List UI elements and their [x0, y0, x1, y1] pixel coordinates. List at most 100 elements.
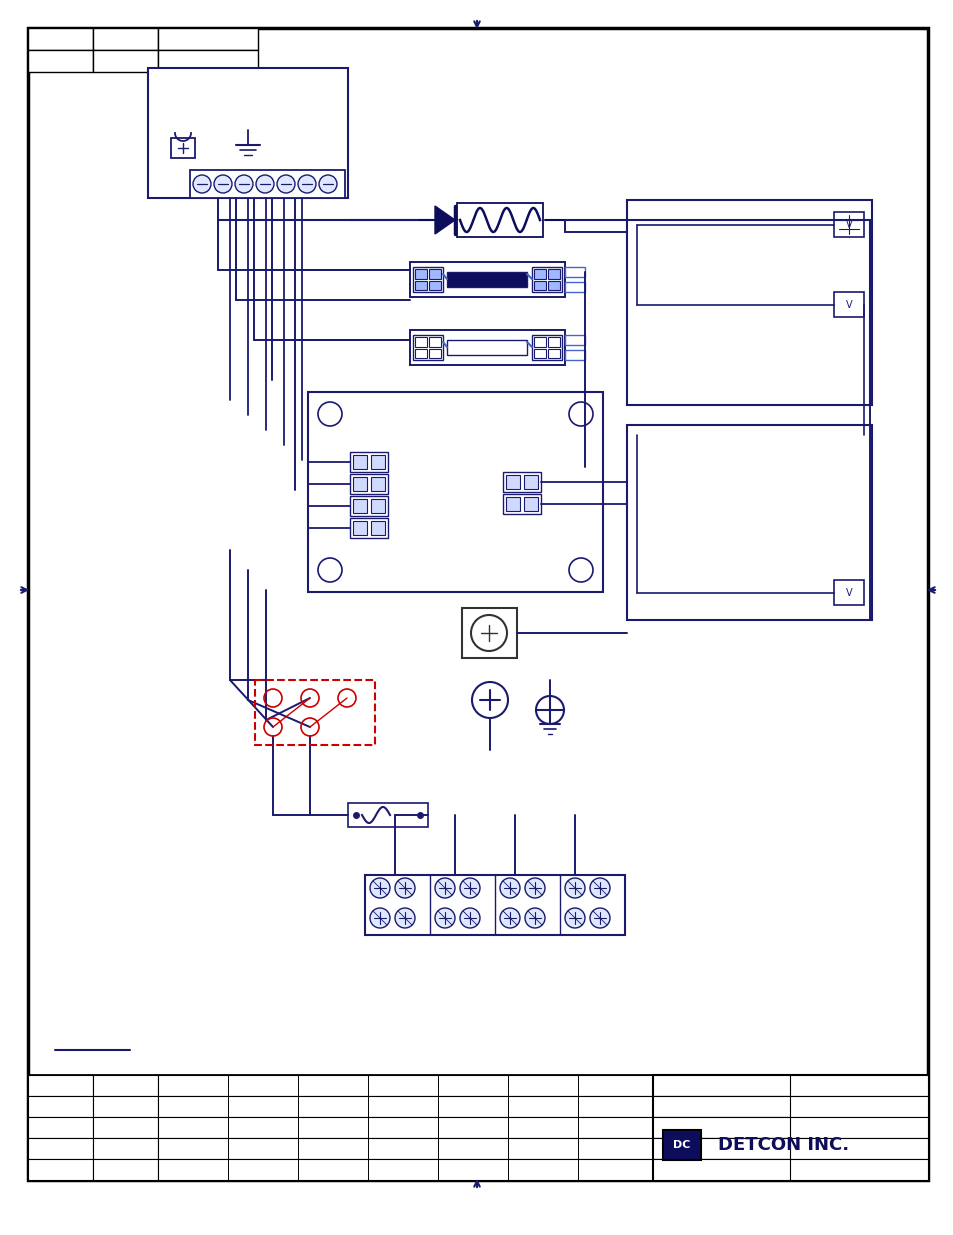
Bar: [532, 335, 561, 359]
Circle shape: [276, 175, 294, 193]
Bar: [350, 496, 388, 516]
Bar: [190, 170, 345, 198]
Circle shape: [318, 175, 336, 193]
Bar: [92, 1137, 158, 1158]
Bar: [158, 1116, 652, 1137]
Bar: [28, 28, 92, 49]
Bar: [833, 580, 863, 605]
Bar: [158, 1137, 652, 1158]
Bar: [534, 269, 545, 279]
Bar: [415, 282, 427, 290]
Bar: [534, 350, 545, 358]
Bar: [547, 282, 559, 290]
Circle shape: [589, 878, 609, 898]
Bar: [353, 454, 367, 469]
Bar: [254, 680, 375, 745]
Bar: [461, 608, 517, 658]
Bar: [523, 496, 537, 511]
Bar: [652, 1074, 927, 1179]
Bar: [652, 1095, 927, 1116]
Bar: [371, 499, 385, 513]
Circle shape: [297, 175, 315, 193]
Bar: [833, 212, 863, 237]
Circle shape: [435, 908, 455, 927]
Bar: [652, 1116, 789, 1137]
Bar: [502, 472, 540, 492]
Circle shape: [499, 878, 519, 898]
Bar: [92, 1116, 158, 1137]
Circle shape: [370, 878, 390, 898]
Bar: [92, 28, 158, 49]
Bar: [28, 1074, 92, 1095]
Bar: [626, 425, 871, 620]
Bar: [28, 49, 92, 72]
Bar: [413, 335, 442, 359]
Circle shape: [568, 403, 593, 426]
Bar: [158, 1095, 652, 1116]
Bar: [652, 1158, 789, 1179]
Bar: [547, 269, 559, 279]
Bar: [28, 1074, 927, 1179]
Bar: [534, 282, 545, 290]
Text: DC: DC: [673, 1140, 690, 1150]
Text: V: V: [844, 300, 851, 310]
Bar: [92, 49, 158, 72]
Bar: [28, 1137, 92, 1158]
Bar: [502, 494, 540, 514]
Bar: [833, 291, 863, 317]
Bar: [158, 1074, 652, 1095]
Bar: [171, 138, 194, 158]
Bar: [353, 499, 367, 513]
Bar: [532, 267, 561, 291]
Circle shape: [564, 908, 584, 927]
Bar: [564, 267, 584, 277]
Bar: [547, 337, 559, 347]
Bar: [652, 1095, 789, 1116]
Circle shape: [459, 908, 479, 927]
Bar: [365, 876, 624, 935]
Bar: [564, 350, 584, 359]
Circle shape: [568, 558, 593, 582]
Bar: [447, 340, 526, 354]
Circle shape: [234, 175, 253, 193]
Bar: [429, 350, 440, 358]
Bar: [28, 1116, 92, 1137]
Circle shape: [472, 682, 507, 718]
Bar: [652, 1074, 789, 1179]
Bar: [348, 803, 428, 827]
Bar: [158, 28, 257, 49]
Circle shape: [370, 908, 390, 927]
Bar: [652, 1074, 927, 1095]
Circle shape: [564, 878, 584, 898]
Bar: [350, 452, 388, 472]
Circle shape: [395, 878, 415, 898]
Polygon shape: [435, 206, 455, 233]
Bar: [456, 203, 542, 237]
Bar: [92, 1074, 158, 1095]
Bar: [92, 1095, 158, 1116]
Bar: [564, 335, 584, 345]
Circle shape: [317, 403, 341, 426]
Bar: [429, 269, 440, 279]
Bar: [371, 477, 385, 492]
Circle shape: [589, 908, 609, 927]
Bar: [652, 1116, 927, 1137]
Bar: [353, 521, 367, 535]
Bar: [350, 517, 388, 538]
Circle shape: [524, 878, 544, 898]
Circle shape: [499, 908, 519, 927]
Bar: [413, 267, 442, 291]
Bar: [662, 1130, 700, 1160]
Bar: [652, 1158, 927, 1179]
Bar: [447, 272, 526, 287]
Circle shape: [255, 175, 274, 193]
Bar: [534, 337, 545, 347]
Bar: [148, 68, 348, 198]
Bar: [429, 282, 440, 290]
Bar: [429, 337, 440, 347]
Bar: [410, 262, 564, 296]
Text: DETCON INC.: DETCON INC.: [718, 1136, 848, 1153]
Bar: [308, 391, 602, 592]
Circle shape: [435, 878, 455, 898]
Circle shape: [524, 908, 544, 927]
